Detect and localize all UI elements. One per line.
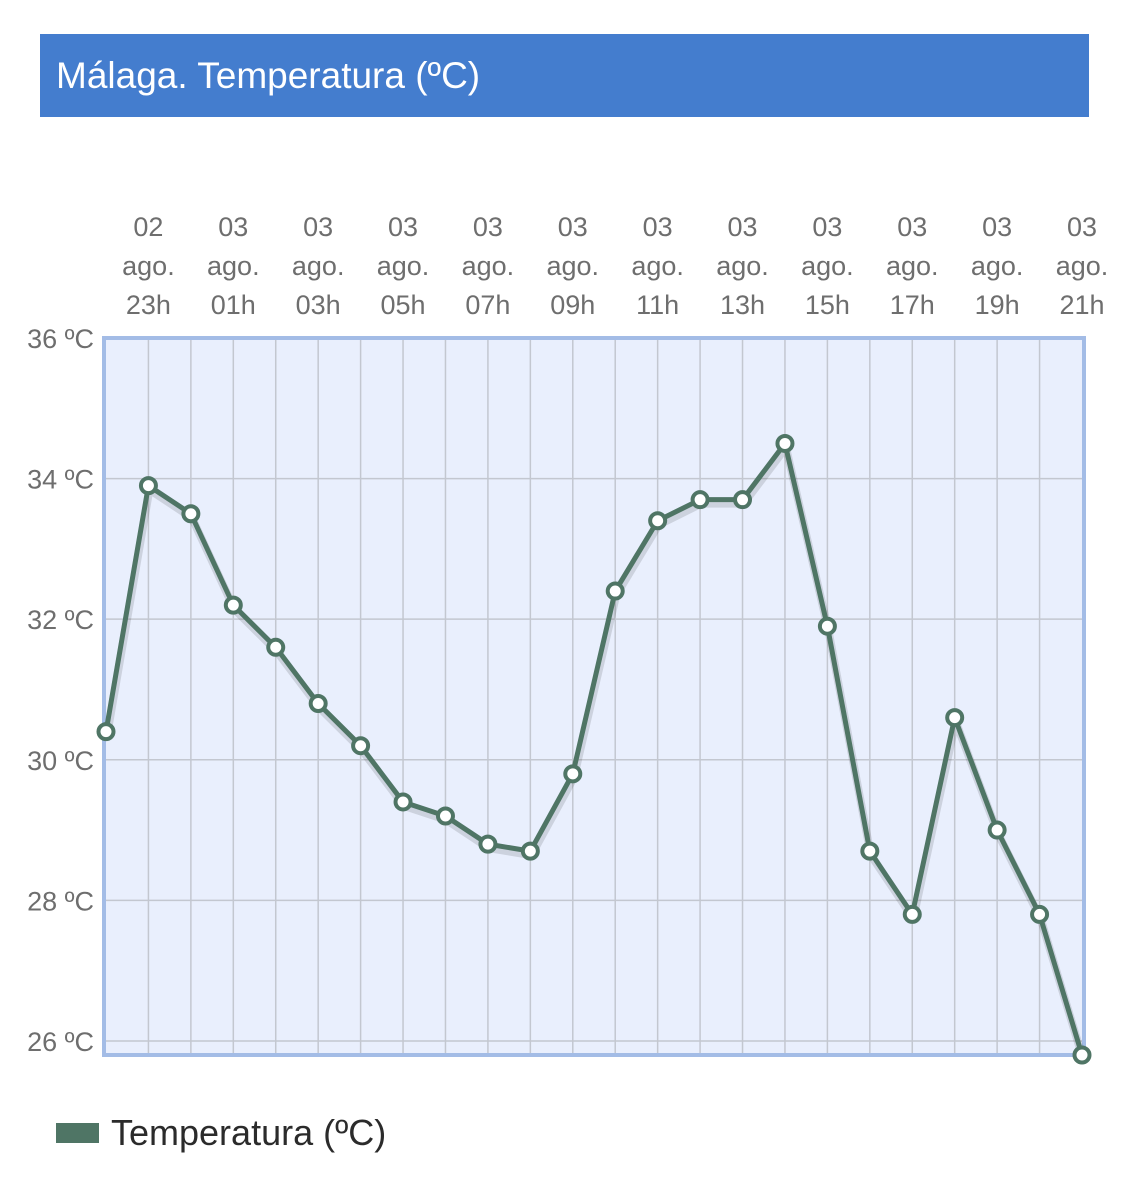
y-tick-label: 32 ºC [27, 605, 94, 635]
data-point [435, 806, 455, 826]
data-point [733, 490, 753, 510]
x-tick-label: 21h [1059, 290, 1104, 320]
legend-swatch [56, 1123, 99, 1143]
x-tick-label: 13h [720, 290, 765, 320]
x-tick-label: ago. [631, 251, 684, 281]
data-point [308, 694, 328, 714]
chart-legend: Temperatura (ºC) [56, 1110, 386, 1156]
x-tick-label: ago. [462, 251, 515, 281]
x-tick-label: ago. [886, 251, 939, 281]
x-tick-label: 23h [126, 290, 171, 320]
data-point [138, 476, 158, 496]
x-tick-label: 17h [890, 290, 935, 320]
data-point [563, 764, 583, 784]
x-tick-label: ago. [377, 251, 430, 281]
x-tick-label: ago. [716, 251, 769, 281]
x-tick-label: ago. [1056, 251, 1109, 281]
x-tick-label: ago. [122, 251, 175, 281]
x-tick-label: ago. [207, 251, 260, 281]
x-tick-label: 09h [550, 290, 595, 320]
chart-title: Málaga. Temperatura (ºC) [56, 54, 481, 96]
x-tick-label: 05h [381, 290, 426, 320]
data-point [605, 581, 625, 601]
x-tick-label: 03h [296, 290, 341, 320]
x-tick-label: 03 [897, 212, 927, 242]
data-point [690, 490, 710, 510]
data-point [1072, 1045, 1092, 1065]
x-tick-label: 07h [465, 290, 510, 320]
plot-area [104, 338, 1084, 1055]
data-point [902, 904, 922, 924]
x-tick-label: 19h [975, 290, 1020, 320]
y-tick-label: 26 ºC [27, 1027, 94, 1057]
plot-border [102, 336, 1086, 1057]
data-point [860, 841, 880, 861]
chart-title-bar: Málaga. Temperatura (ºC) [40, 34, 1089, 117]
x-tick-label: 02 [133, 212, 163, 242]
data-point [351, 736, 371, 756]
y-tick-label: 28 ºC [27, 886, 94, 916]
data-point [478, 834, 498, 854]
data-point [96, 722, 116, 742]
x-tick-label: 03 [727, 212, 757, 242]
x-tick-label: ago. [547, 251, 600, 281]
y-tick-label: 34 ºC [27, 465, 94, 495]
x-tick-label: 03 [303, 212, 333, 242]
data-point [393, 792, 413, 812]
x-tick-label: 03 [388, 212, 418, 242]
data-point [648, 511, 668, 531]
x-tick-label: 11h [636, 290, 679, 320]
x-tick-label: 03 [1067, 212, 1097, 242]
x-tick-label: 03 [218, 212, 248, 242]
data-point [223, 595, 243, 615]
series-line [103, 440, 1085, 1056]
x-tick-label: 03 [558, 212, 588, 242]
x-tick-label: 01h [211, 290, 256, 320]
data-point [775, 433, 795, 453]
data-point [181, 504, 201, 524]
data-point [520, 841, 540, 861]
x-tick-label: ago. [801, 251, 854, 281]
x-tick-label: 03 [473, 212, 503, 242]
x-tick-label: 03 [982, 212, 1012, 242]
x-tick-label: 03 [643, 212, 673, 242]
data-point [266, 637, 286, 657]
x-tick-label: 15h [805, 290, 850, 320]
data-point [987, 820, 1007, 840]
data-point [817, 616, 837, 636]
data-point [945, 708, 965, 728]
x-tick-label: 03 [812, 212, 842, 242]
legend-label: Temperatura (ºC) [111, 1112, 387, 1153]
x-tick-label: ago. [292, 251, 345, 281]
y-tick-label: 30 ºC [27, 746, 94, 776]
data-point [1030, 904, 1050, 924]
x-tick-label: ago. [971, 251, 1024, 281]
y-tick-label: 36 ºC [27, 324, 94, 354]
